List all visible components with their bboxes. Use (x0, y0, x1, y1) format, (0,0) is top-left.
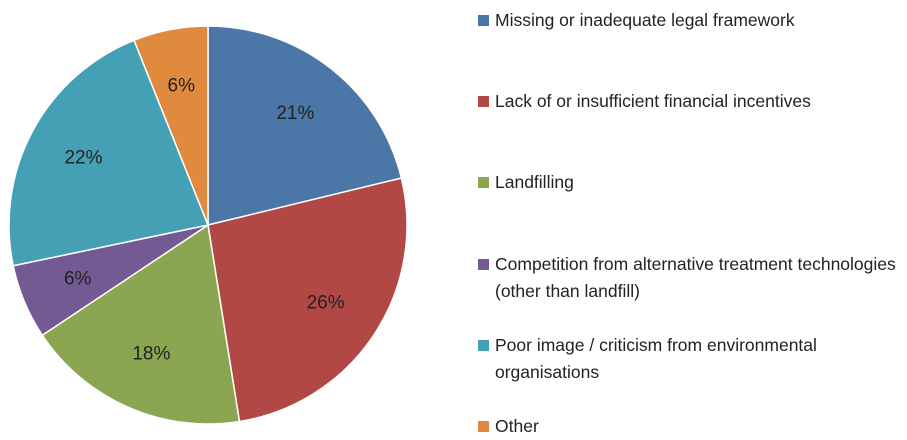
data-label: 22% (64, 147, 102, 168)
pie-slice (41, 223, 241, 425)
legend-label: Missing or inadequate legal framework (495, 10, 795, 30)
pie-slice (8, 39, 210, 267)
legend-item: Competition from alternative treatment t… (478, 251, 907, 305)
legend-label: Other (495, 416, 539, 436)
legend-label: Competition from alternative treatment t… (495, 253, 896, 301)
legend-item: Missing or inadequate legal framework (478, 7, 907, 34)
legend-swatch (478, 96, 489, 108)
legend-item: Landfilling (478, 169, 907, 196)
page: {"chart_data": {"type": "pie", "categori… (8, 7, 907, 436)
legend-swatch (478, 258, 489, 270)
data-label: 6% (168, 75, 196, 96)
data-label: 18% (132, 343, 170, 364)
chart: 21% 26% 18% 6% 22% 6% (8, 25, 408, 425)
pie-slice (133, 25, 209, 226)
legend-label: Landfilling (495, 172, 574, 193)
pie-slice (207, 177, 408, 423)
legend-swatch (478, 177, 489, 189)
data-label: 26% (307, 292, 345, 313)
data-label: 6% (64, 269, 92, 290)
legend-item: Other (478, 413, 907, 440)
legend-label: Poor image / criticism from environmenta… (495, 334, 817, 382)
legend-swatch (478, 15, 489, 26)
legend-item: Poor image / criticism from environmenta… (478, 332, 907, 386)
data-label: 21% (276, 103, 314, 124)
legend-swatch (478, 421, 489, 432)
legend-label: Lack of or insufficient financial incent… (495, 91, 811, 112)
legend-item: Lack of or insufficient financial incent… (478, 88, 907, 115)
legend-swatch (478, 339, 489, 351)
pie-slice (207, 25, 403, 226)
